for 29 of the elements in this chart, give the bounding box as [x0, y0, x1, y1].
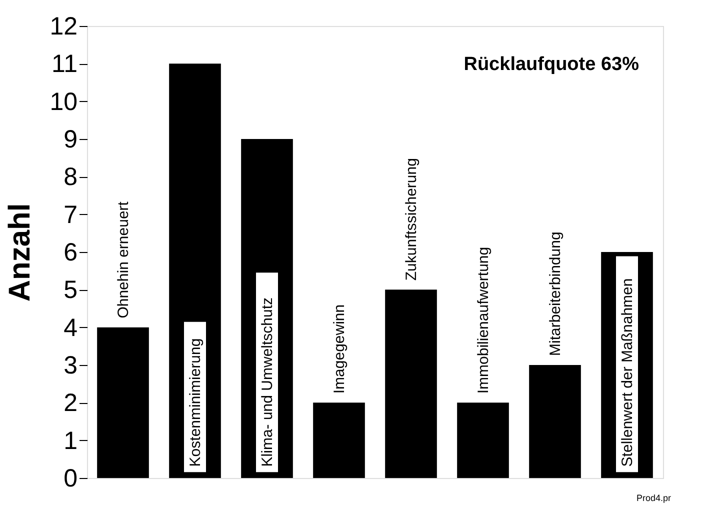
bar — [97, 327, 149, 478]
text: Prod4.pr — [636, 493, 671, 503]
x-tick-label: Ohnehin erneuert — [115, 200, 132, 318]
x-tick-label: Stellenwert der Maßnahmen — [619, 278, 636, 467]
y-tick-label: 4 — [64, 314, 78, 342]
y-tick-label: 2 — [64, 389, 78, 418]
y-tick-label: 12 — [50, 12, 78, 40]
x-tick-label: Zukunftssicherung — [403, 158, 420, 281]
y-tick-label: 0 — [64, 464, 78, 492]
y-tick-label: 5 — [64, 276, 78, 304]
y-tick-label: 8 — [64, 163, 78, 192]
bar — [529, 365, 581, 478]
x-tick-label: Immobilienaufwertung — [475, 246, 492, 394]
x-tick-label: Kostenminimierung — [187, 338, 204, 467]
y-tick-label: 1 — [64, 426, 78, 455]
annotation: Rücklaufquote 63% — [464, 54, 640, 75]
x-tick-label: Klima- und Umweltschutz — [259, 297, 276, 467]
y-tick-label: 7 — [64, 200, 78, 229]
y-tick-label: 11 — [52, 50, 78, 78]
x-tick-label: Imagegewinn — [331, 304, 348, 394]
bar — [313, 402, 365, 478]
y-tick-label: 3 — [64, 352, 78, 380]
y-tick-label: 9 — [64, 126, 78, 154]
x-tick-label: Mitarbeiterbindung — [547, 232, 564, 356]
bar — [385, 290, 437, 478]
y-axis-title: Anzahl — [4, 203, 37, 302]
y-tick-label: 6 — [64, 238, 78, 266]
bar — [457, 402, 509, 478]
y-tick-label: 10 — [50, 88, 78, 116]
